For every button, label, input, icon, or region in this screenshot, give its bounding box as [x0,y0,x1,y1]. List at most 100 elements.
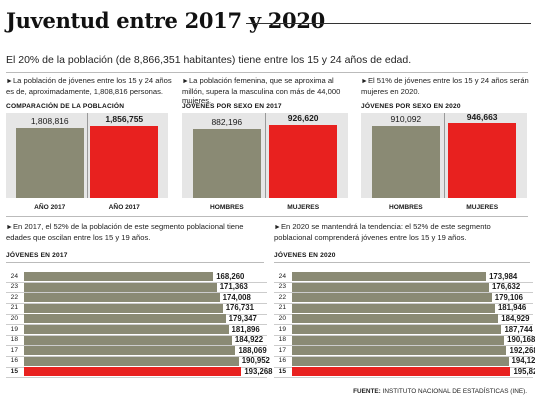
bar-value-label: 1,808,816 [30,116,69,127]
age-label: 24 [10,272,18,280]
panel-ages-2020: ►En 2020 se mantendrá la tendencia: el 5… [274,222,530,242]
bar-value-label: 184,922 [234,335,264,345]
age-label: 24 [278,272,286,280]
row-divider [274,292,533,294]
chart-sex-2020: 910,092 946,663 [361,111,527,198]
bar-value-label: 171,363 [219,282,248,292]
bar-value-label: 882,196 [211,116,243,127]
age-label: 22 [10,293,18,301]
chart-separator [87,113,88,198]
bar-value-label: 188,069 [238,345,267,355]
bar-value-label: 192,268 [509,345,535,355]
bar [371,126,440,198]
chart-separator [265,113,266,198]
age-label: 23 [10,283,18,291]
age-label: 18 [278,336,286,344]
chart-title-sex-2017: JÓVENES POR SEXO EN 2017 [182,103,282,110]
bar [292,325,502,334]
row-divider [274,377,533,379]
age-label: 19 [10,325,18,333]
bar [24,303,223,313]
panel-sex-2017: ►La población femenina, que se aproxima … [182,76,354,106]
row-divider [6,377,267,379]
bar [24,272,214,281]
bar [24,293,220,303]
row-divider [6,292,267,294]
bar [24,325,229,334]
bar [448,123,517,198]
row-divider [6,303,267,304]
chart-title-ages-2017: JÓVENES EN 2017 [6,252,68,259]
mid-rule [6,216,528,217]
bar [24,367,242,377]
bar-value-label: 910,092 [390,114,422,125]
bar [269,125,338,198]
row-divider [274,303,533,304]
bar-value-label: 190,952 [241,356,270,366]
chart-separator [444,113,445,198]
row-divider [274,281,533,283]
bar-value-label: 190,168 [507,335,535,345]
page-title: Juventud entre 2017 y 2020 [6,8,325,33]
category-label: MUJERES [287,204,320,211]
row-divider [6,356,267,357]
row-divider [274,356,533,357]
row-divider [6,313,267,315]
panel-note: ►La población de jóvenes entre los 15 y … [6,76,172,96]
age-label: 15 [278,367,286,375]
bar [292,367,511,377]
age-label: 22 [278,293,286,301]
category-label: AÑO 2017 [108,204,140,211]
bar [24,282,217,292]
panel-comparison: ►La población de jóvenes entre los 15 y … [6,76,174,96]
bar [24,314,226,324]
row-divider [6,334,267,336]
row-divider [274,366,533,368]
age-label: 23 [278,283,286,291]
age-label: 20 [278,314,286,322]
age-label: 18 [10,336,18,344]
bar [292,335,505,345]
bar-value-label: 181,896 [231,324,260,334]
bar [292,303,495,313]
panel-note: ►En 2017, el 52% de la población de este… [6,222,244,242]
category-label: HOMBRES [388,204,423,211]
title-rule [246,23,531,24]
chart-title-ages-2020: JÓVENES EN 2020 [274,252,336,259]
chart-rule [6,262,264,263]
bar-value-label: 193,268 [244,366,273,376]
bar-value-label: 179,347 [228,313,257,323]
bar-value-label: 184,929 [501,313,530,323]
row-divider [6,324,267,326]
bar-value-label: 176,632 [492,282,521,292]
category-label: MUJERES [466,204,499,211]
age-label: 17 [278,346,286,354]
category-label: AÑO 2017 [34,204,66,211]
bar-value-label: 946,663 [466,111,498,122]
chart-rule [274,262,530,263]
row-divider [6,281,267,283]
row-divider [274,345,533,347]
age-label: 15 [10,367,18,375]
chart-sex-2017: 882,196 926,620 [182,113,348,198]
row-divider [6,366,267,368]
age-label: 21 [10,304,18,312]
bar-value-label: 176,731 [225,303,254,313]
bar-value-label: 1,856,755 [105,114,144,125]
panel-sex-2020: ►El 51% de jóvenes entre los 15 y 24 año… [361,76,529,96]
category-label: HOMBRES [209,204,244,211]
panel-note: ►La población femenina, que se aproxima … [182,76,341,106]
panel-note: ►En 2020 se mantendrá la tendencia: el 5… [274,222,491,242]
bar-value-label: 168,260 [216,271,245,281]
bar [24,346,236,356]
age-label: 20 [10,314,18,322]
bar-value-label: 194,125 [511,356,535,366]
age-label: 17 [10,346,18,354]
bar-value-label: 179,106 [494,292,523,302]
bar-value-label: 187,744 [504,324,533,334]
panel-note: ►El 51% de jóvenes entre los 15 y 24 año… [361,76,529,96]
chart-title-comparison: COMPARACIÓN DE LA POBLACIÓN [6,103,125,110]
bar-value-label: 926,620 [287,113,319,124]
age-label: 16 [10,357,18,365]
chart-title-sex-2020: JÓVENES POR SEXO EN 2020 [361,103,461,110]
